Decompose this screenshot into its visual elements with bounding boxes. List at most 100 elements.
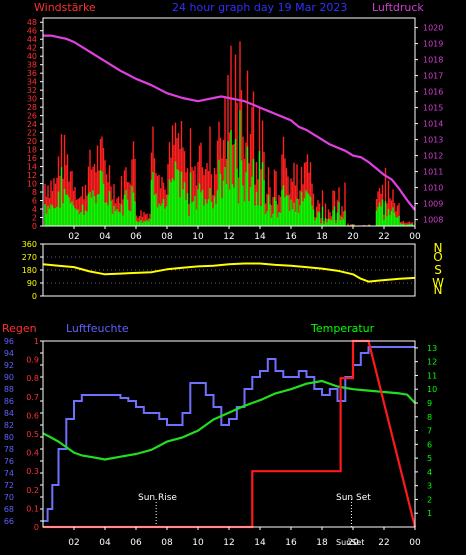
x-tick-label: 06 xyxy=(130,538,142,548)
wind-tick-label: 20 xyxy=(27,137,37,146)
rain-tick-label: 0.6 xyxy=(26,411,39,420)
rain-humidity-temperature-panel: 00.10.20.30.40.50.60.70.80.9166687072747… xyxy=(4,337,437,548)
x-tick-label: 06 xyxy=(130,232,142,242)
compass-letter: O xyxy=(433,250,442,264)
x-tick-label: 10 xyxy=(192,538,204,548)
rain-tick-label: 0.9 xyxy=(26,356,39,365)
wind-tick-label: 24 xyxy=(27,120,37,129)
x-tick-label: 18 xyxy=(316,538,328,548)
pressure-tick-label: 1010 xyxy=(423,184,443,193)
wind-tick-label: 34 xyxy=(27,78,37,87)
humidity-tick-label: 86 xyxy=(4,397,14,406)
temperature-tick-label: 4 xyxy=(427,468,432,477)
wind-tick-label: 28 xyxy=(27,103,37,112)
x-tick-label: 08 xyxy=(161,232,173,242)
compass-letter: N xyxy=(434,241,443,255)
x-tick-label: 18 xyxy=(316,232,328,242)
x-tick-label: 20 xyxy=(347,232,359,242)
wind-tick-label: 6 xyxy=(32,197,37,206)
pressure-tick-label: 1009 xyxy=(423,200,443,209)
x-tick-label: 22 xyxy=(378,538,389,548)
pressure-tick-label: 1019 xyxy=(423,40,443,49)
x-tick-label: 16 xyxy=(285,538,297,548)
x-tick-label: 14 xyxy=(254,538,266,548)
humidity-axis-label: Luftfeuchte xyxy=(66,322,129,335)
x-tick-label: 14 xyxy=(254,232,266,242)
wind-direction-line xyxy=(42,262,416,283)
x-tick-label: 20 xyxy=(347,538,359,548)
pressure-tick-label: 1018 xyxy=(423,56,443,65)
wind-tick-label: 4 xyxy=(32,205,37,214)
x-tick-label: 04 xyxy=(99,232,111,242)
pressure-tick-label: 1015 xyxy=(423,104,443,113)
pressure-tick-label: 1012 xyxy=(423,152,443,161)
rain-tick-label: 0.8 xyxy=(26,374,39,383)
rain-tick-label: 0.3 xyxy=(26,467,39,476)
x-tick-label: 12 xyxy=(223,538,234,548)
x-tick-label: 08 xyxy=(161,538,173,548)
humidity-line xyxy=(43,346,415,522)
pressure-tick-label: 1017 xyxy=(423,72,443,81)
direction-tick-label: 180 xyxy=(22,266,37,275)
x-tick-label: 00 xyxy=(409,538,421,548)
wind-tick-label: 44 xyxy=(27,35,37,44)
wind-tick-label: 36 xyxy=(27,69,37,78)
rain-tick-label: 0.4 xyxy=(26,449,39,458)
wind-tick-label: 38 xyxy=(27,61,37,70)
compass-letter: N xyxy=(434,283,443,297)
temperature-tick-label: 1 xyxy=(427,509,432,518)
humidity-tick-label: 96 xyxy=(4,337,14,346)
wind-pressure-panel: 0246810121416182022242628303234363840424… xyxy=(27,17,443,242)
humidity-tick-label: 66 xyxy=(4,517,14,526)
rain-tick-label: 0.5 xyxy=(26,430,39,439)
rain-tick-label: 0.1 xyxy=(26,504,39,513)
sunset-annotation: Sun Set xyxy=(336,493,371,503)
wind-tick-label: 8 xyxy=(32,188,37,197)
temperature-tick-label: 13 xyxy=(427,344,437,353)
pressure-tick-label: 1008 xyxy=(423,216,443,225)
humidity-tick-label: 84 xyxy=(4,409,14,418)
wind-tick-label: 48 xyxy=(27,18,37,27)
rain-tick-label: 0.2 xyxy=(26,486,39,495)
humidity-tick-label: 80 xyxy=(4,433,14,442)
pressure-tick-label: 1011 xyxy=(423,168,443,177)
temperature-tick-label: 2 xyxy=(427,495,432,504)
temperature-tick-label: 6 xyxy=(427,440,432,449)
rain-tick-label: 0 xyxy=(34,523,39,532)
pressure-tick-label: 1013 xyxy=(423,136,443,145)
chart-title: 24 hour graph day 19 Mar 2023 xyxy=(172,1,347,14)
rain-tick-label: 1 xyxy=(34,337,39,346)
wind-tick-label: 10 xyxy=(27,180,37,189)
humidity-tick-label: 88 xyxy=(4,385,14,394)
temperature-line xyxy=(42,379,416,461)
wind-tick-label: 42 xyxy=(27,44,37,53)
temperature-tick-label: 3 xyxy=(427,482,432,491)
rain-axis-label: Regen xyxy=(2,322,37,335)
temperature-tick-label: 5 xyxy=(427,454,432,463)
wind-tick-label: 18 xyxy=(27,146,37,155)
sunrise-annotation: Sun Rise xyxy=(138,493,177,503)
wind-tick-label: 12 xyxy=(27,171,37,180)
x-tick-label: 22 xyxy=(378,232,389,242)
x-tick-label: 12 xyxy=(223,232,234,242)
sunset-annotation-bottom: SunSet xyxy=(336,538,364,547)
wind-tick-label: 32 xyxy=(27,86,37,95)
temperature-tick-label: 12 xyxy=(427,358,437,367)
humidity-tick-label: 68 xyxy=(4,505,14,514)
temperature-tick-label: 11 xyxy=(427,371,437,380)
wind-tick-label: 2 xyxy=(32,214,37,223)
wind-tick-label: 0 xyxy=(32,222,37,231)
humidity-tick-label: 92 xyxy=(4,361,14,370)
compass-letter: W xyxy=(432,276,444,290)
humidity-tick-label: 72 xyxy=(4,481,14,490)
wind-tick-label: 26 xyxy=(27,112,37,121)
temperature-axis-label: Temperatur xyxy=(310,322,375,335)
pressure-tick-label: 1020 xyxy=(423,24,443,33)
wind-tick-label: 22 xyxy=(27,129,37,138)
rain-tick-label: 0.7 xyxy=(26,393,39,402)
direction-tick-label: 90 xyxy=(27,279,37,288)
humidity-tick-label: 90 xyxy=(4,373,14,382)
wind-tick-label: 46 xyxy=(27,27,37,36)
